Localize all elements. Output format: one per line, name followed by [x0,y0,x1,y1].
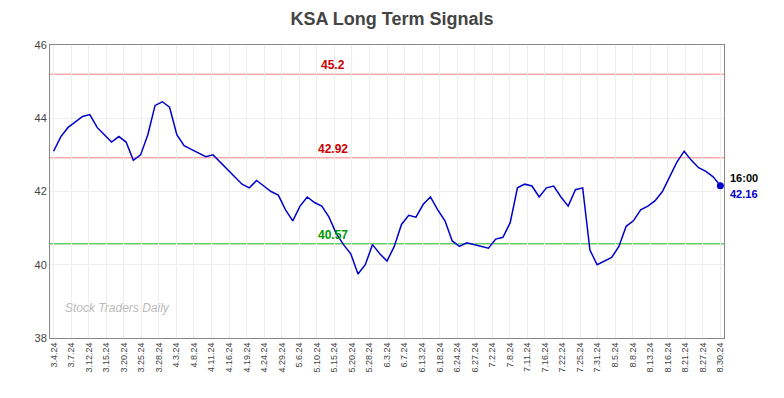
svg-text:42.92: 42.92 [318,142,348,156]
svg-text:5.10.24: 5.10.24 [312,343,322,373]
svg-text:3.4.24: 3.4.24 [49,343,59,368]
svg-text:7.25.24: 7.25.24 [575,343,585,373]
svg-text:6.27.24: 6.27.24 [470,343,480,373]
svg-text:42: 42 [35,185,47,197]
svg-text:4.8.24: 4.8.24 [189,343,199,368]
svg-text:3.15.24: 3.15.24 [101,343,111,373]
svg-text:3.12.24: 3.12.24 [84,343,94,373]
svg-text:5.20.24: 5.20.24 [347,343,357,373]
svg-text:8.27.24: 8.27.24 [698,343,708,373]
svg-text:4.16.24: 4.16.24 [224,343,234,373]
svg-text:7.2.24: 7.2.24 [487,343,497,368]
svg-text:8.5.24: 8.5.24 [610,343,620,368]
svg-text:46: 46 [35,39,47,51]
svg-text:Stock Traders Daily: Stock Traders Daily [65,301,170,315]
svg-text:4.11.24: 4.11.24 [206,343,216,372]
svg-text:8.16.24: 8.16.24 [663,343,673,373]
svg-text:8.8.24: 8.8.24 [628,343,638,368]
svg-text:4.19.24: 4.19.24 [242,343,252,373]
svg-text:3.25.24: 3.25.24 [136,343,146,373]
svg-text:7.22.24: 7.22.24 [557,343,567,373]
svg-text:6.3.24: 6.3.24 [382,343,392,368]
svg-text:16:00: 16:00 [730,172,758,184]
svg-text:4.29.24: 4.29.24 [277,343,287,373]
svg-text:8.13.24: 8.13.24 [645,343,655,373]
svg-text:6.18.24: 6.18.24 [435,343,445,373]
svg-text:7.16.24: 7.16.24 [540,343,550,373]
svg-text:45.2: 45.2 [321,58,345,72]
svg-text:7.11.24: 7.11.24 [522,343,532,372]
svg-text:6.7.24: 6.7.24 [399,343,409,368]
svg-text:KSA Long Term Signals: KSA Long Term Signals [290,9,493,29]
svg-text:8.30.24: 8.30.24 [715,343,725,373]
svg-text:6.13.24: 6.13.24 [417,343,427,373]
svg-text:40.57: 40.57 [318,228,348,242]
svg-text:5.28.24: 5.28.24 [364,343,374,373]
svg-text:3.7.24: 3.7.24 [66,343,76,368]
svg-text:3.20.24: 3.20.24 [119,343,129,373]
svg-text:44: 44 [35,112,47,124]
svg-text:5.6.24: 5.6.24 [294,343,304,368]
svg-text:7.8.24: 7.8.24 [505,343,515,368]
svg-text:5.15.24: 5.15.24 [329,343,339,373]
svg-text:4.3.24: 4.3.24 [171,343,181,368]
svg-text:42.16: 42.16 [730,188,758,200]
svg-text:6.24.24: 6.24.24 [452,343,462,373]
svg-text:3.28.24: 3.28.24 [154,343,164,373]
svg-text:7.31.24: 7.31.24 [592,343,602,373]
svg-text:8.21.24: 8.21.24 [680,343,690,373]
svg-text:4.24.24: 4.24.24 [259,343,269,373]
svg-text:40: 40 [35,259,47,271]
svg-text:38: 38 [35,332,47,344]
